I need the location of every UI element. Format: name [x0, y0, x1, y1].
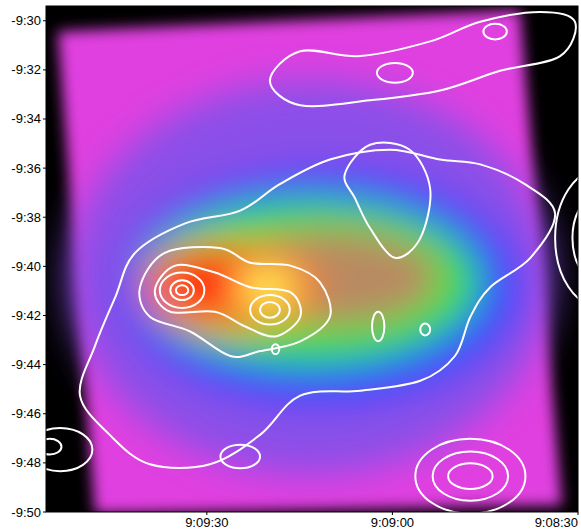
x-tick-label: 9:09:30	[185, 515, 228, 529]
plot-frame	[46, 6, 578, 512]
radio-contour	[448, 463, 493, 489]
radio-contour	[270, 12, 576, 106]
x-tick-label: 9:09:00	[371, 515, 414, 529]
x-tick-label: 9:08:30	[535, 515, 578, 529]
radio-contour	[372, 312, 384, 341]
y-tick	[43, 217, 46, 218]
y-tick	[43, 168, 46, 169]
plot-area	[46, 10, 578, 512]
radio-contour	[433, 452, 508, 501]
radio-contour	[555, 169, 578, 307]
radio-contour	[155, 265, 301, 337]
xray-component	[140, 199, 480, 366]
y-tick-label: -9:44	[11, 357, 41, 372]
y-tick	[43, 20, 46, 21]
y-tick-label: -9:38	[11, 210, 41, 225]
radio-contour	[272, 344, 279, 354]
radio-contour	[415, 439, 525, 512]
y-tick-label: -9:34	[11, 111, 41, 126]
xray-component	[120, 169, 520, 405]
radio-contour	[260, 302, 280, 318]
y-tick	[43, 364, 46, 365]
y-tick-label: -9:46	[11, 406, 41, 421]
radio-contour	[176, 285, 188, 295]
y-tick-label: -9:50	[11, 505, 41, 520]
xray-footprint	[58, 10, 562, 512]
radio-contour	[420, 324, 430, 336]
radio-contour	[220, 445, 260, 469]
xray-component	[70, 81, 550, 475]
radio-contour	[170, 280, 194, 300]
y-tick-label: -9:40	[11, 259, 41, 274]
y-tick	[43, 69, 46, 70]
radio-contour	[46, 428, 92, 471]
y-tick-label: -9:42	[11, 308, 41, 323]
radio-contour	[344, 143, 430, 258]
xray-component	[235, 270, 296, 305]
xray-emission	[70, 81, 550, 475]
chart: -9:30 -9:32 -9:34 -9:36 -9:38 -9:40 -9:42 -9:44…	[0, 0, 581, 529]
y-tick	[43, 315, 46, 316]
y-tick-label: -9:48	[11, 455, 41, 470]
y-tick	[43, 266, 46, 267]
radio-contour	[80, 150, 555, 468]
y-tick	[43, 118, 46, 119]
y-tick	[43, 462, 46, 463]
y-tick-label: -9:30	[11, 13, 41, 28]
y-tick	[43, 413, 46, 414]
radio-contour	[46, 439, 61, 455]
y-tick	[43, 512, 46, 513]
radio-contour	[483, 24, 507, 40]
radio-contour	[250, 295, 290, 324]
radio-contour	[377, 63, 413, 83]
radio-contour	[139, 247, 330, 357]
radio-contour	[160, 273, 205, 308]
y-tick-label: -9:36	[11, 161, 41, 176]
radio-contour	[572, 194, 578, 282]
y-tick-label: -9:32	[11, 62, 41, 77]
